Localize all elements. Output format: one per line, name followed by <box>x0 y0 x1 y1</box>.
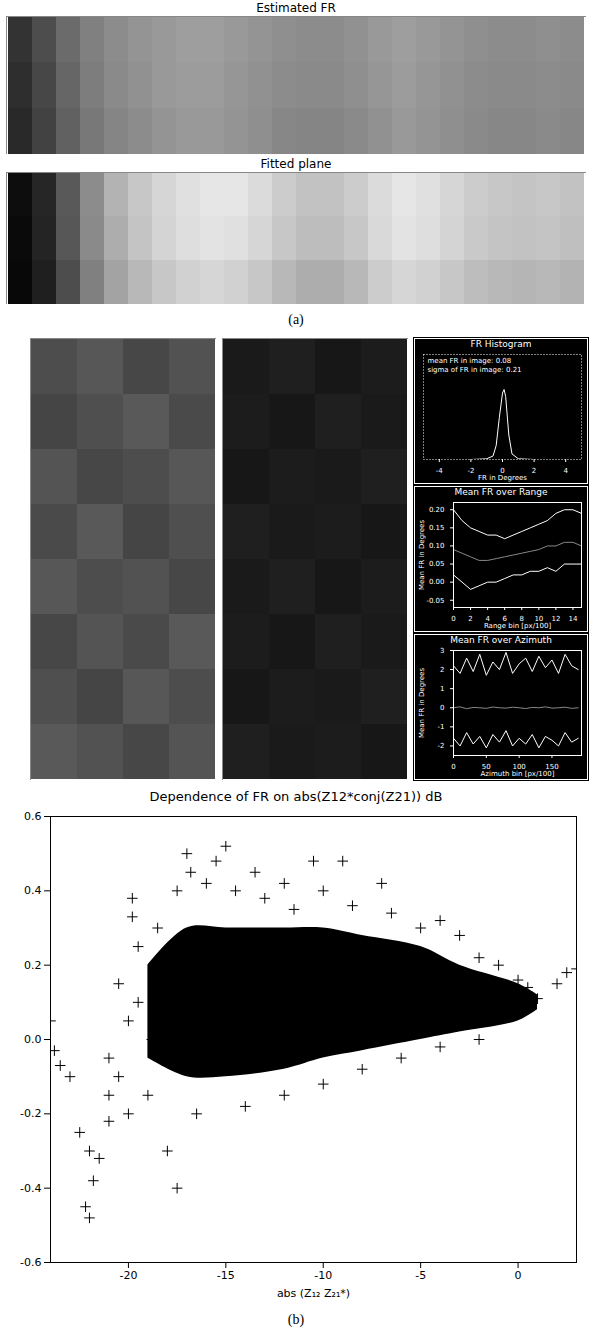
svg-text:-0.05: -0.05 <box>426 596 444 604</box>
svg-text:Mean FR in Degrees: Mean FR in Degrees <box>418 520 426 590</box>
svg-text:0: 0 <box>451 763 455 771</box>
svg-text:-20: -20 <box>119 1269 137 1282</box>
svg-text:mean FR in image: 0.08: mean FR in image: 0.08 <box>428 357 512 365</box>
svg-text:0.20: 0.20 <box>429 506 445 514</box>
svg-text:0: 0 <box>500 467 505 476</box>
svg-text:0.10: 0.10 <box>429 542 445 550</box>
svg-text:0.05: 0.05 <box>429 560 445 568</box>
svg-text:0: 0 <box>451 615 455 623</box>
svg-text:4: 4 <box>563 467 568 475</box>
svg-text:10: 10 <box>534 615 544 624</box>
svg-text:-0.4: -0.4 <box>20 1182 41 1195</box>
html-text:Mean FR over Azimuth: Mean FR over Azimuth <box>450 635 552 645</box>
svg-text:150: 150 <box>545 763 559 772</box>
svg-text:1: 1 <box>440 685 444 693</box>
svg-text:-1: -1 <box>438 723 445 731</box>
svg-text:50: 50 <box>481 763 491 772</box>
svg-text:sigma of FR in image: 0.21: sigma of FR in image: 0.21 <box>428 366 522 374</box>
html-text:Estimated FR: Estimated FR <box>256 1 336 15</box>
svg-text:Mean FR in Degrees: Mean FR in Degrees <box>418 668 426 738</box>
svg-text:-4: -4 <box>436 467 444 475</box>
html-text:Mean FR over Range: Mean FR over Range <box>454 487 548 497</box>
svg-text:0.15: 0.15 <box>429 524 445 532</box>
svg-text:-5: -5 <box>415 1269 426 1282</box>
svg-text:-0.2: -0.2 <box>20 1107 41 1120</box>
svg-text:0.00: 0.00 <box>429 578 445 586</box>
svg-text:0: 0 <box>440 704 444 712</box>
svg-text:2: 2 <box>532 467 536 475</box>
svg-text:0.2: 0.2 <box>24 959 42 972</box>
svg-text:3: 3 <box>440 647 444 655</box>
svg-text:abs (Z₁₂ Z₂₁*): abs (Z₁₂ Z₂₁*) <box>277 1287 350 1300</box>
svg-text:0.6: 0.6 <box>24 810 42 823</box>
svg-text:-2: -2 <box>467 467 474 475</box>
svg-text:14: 14 <box>569 615 578 623</box>
svg-text:8: 8 <box>519 615 524 624</box>
html-text:Dependence of FR on abs(Z12*co: Dependence of FR on abs(Z12*conj(Z21)) d… <box>149 789 443 804</box>
svg-text:Azimuth bin [px/100]: Azimuth bin [px/100] <box>481 770 555 778</box>
svg-text:0.0: 0.0 <box>24 1033 42 1046</box>
html-text:Fitted plane: Fitted plane <box>260 157 332 171</box>
svg-text:4: 4 <box>485 615 490 624</box>
svg-text:FR in Degrees: FR in Degrees <box>478 474 527 482</box>
svg-text:100: 100 <box>512 763 526 772</box>
html-text:(b): (b) <box>287 1312 305 1327</box>
html-text:FR Histogram: FR Histogram <box>470 339 532 349</box>
svg-text:-0.6: -0.6 <box>20 1256 41 1269</box>
svg-text:12: 12 <box>551 615 560 623</box>
svg-text:2: 2 <box>468 615 472 623</box>
html-text:(a): (a) <box>288 312 304 327</box>
svg-text:-2: -2 <box>438 742 445 750</box>
svg-text:0: 0 <box>515 1269 522 1282</box>
svg-text:0.4: 0.4 <box>24 884 42 897</box>
svg-text:2: 2 <box>440 666 444 674</box>
svg-text:Range bin [px/100]: Range bin [px/100] <box>484 622 551 630</box>
svg-text:-15: -15 <box>217 1269 235 1282</box>
svg-text:-10: -10 <box>314 1269 332 1282</box>
svg-text:6: 6 <box>502 615 507 624</box>
